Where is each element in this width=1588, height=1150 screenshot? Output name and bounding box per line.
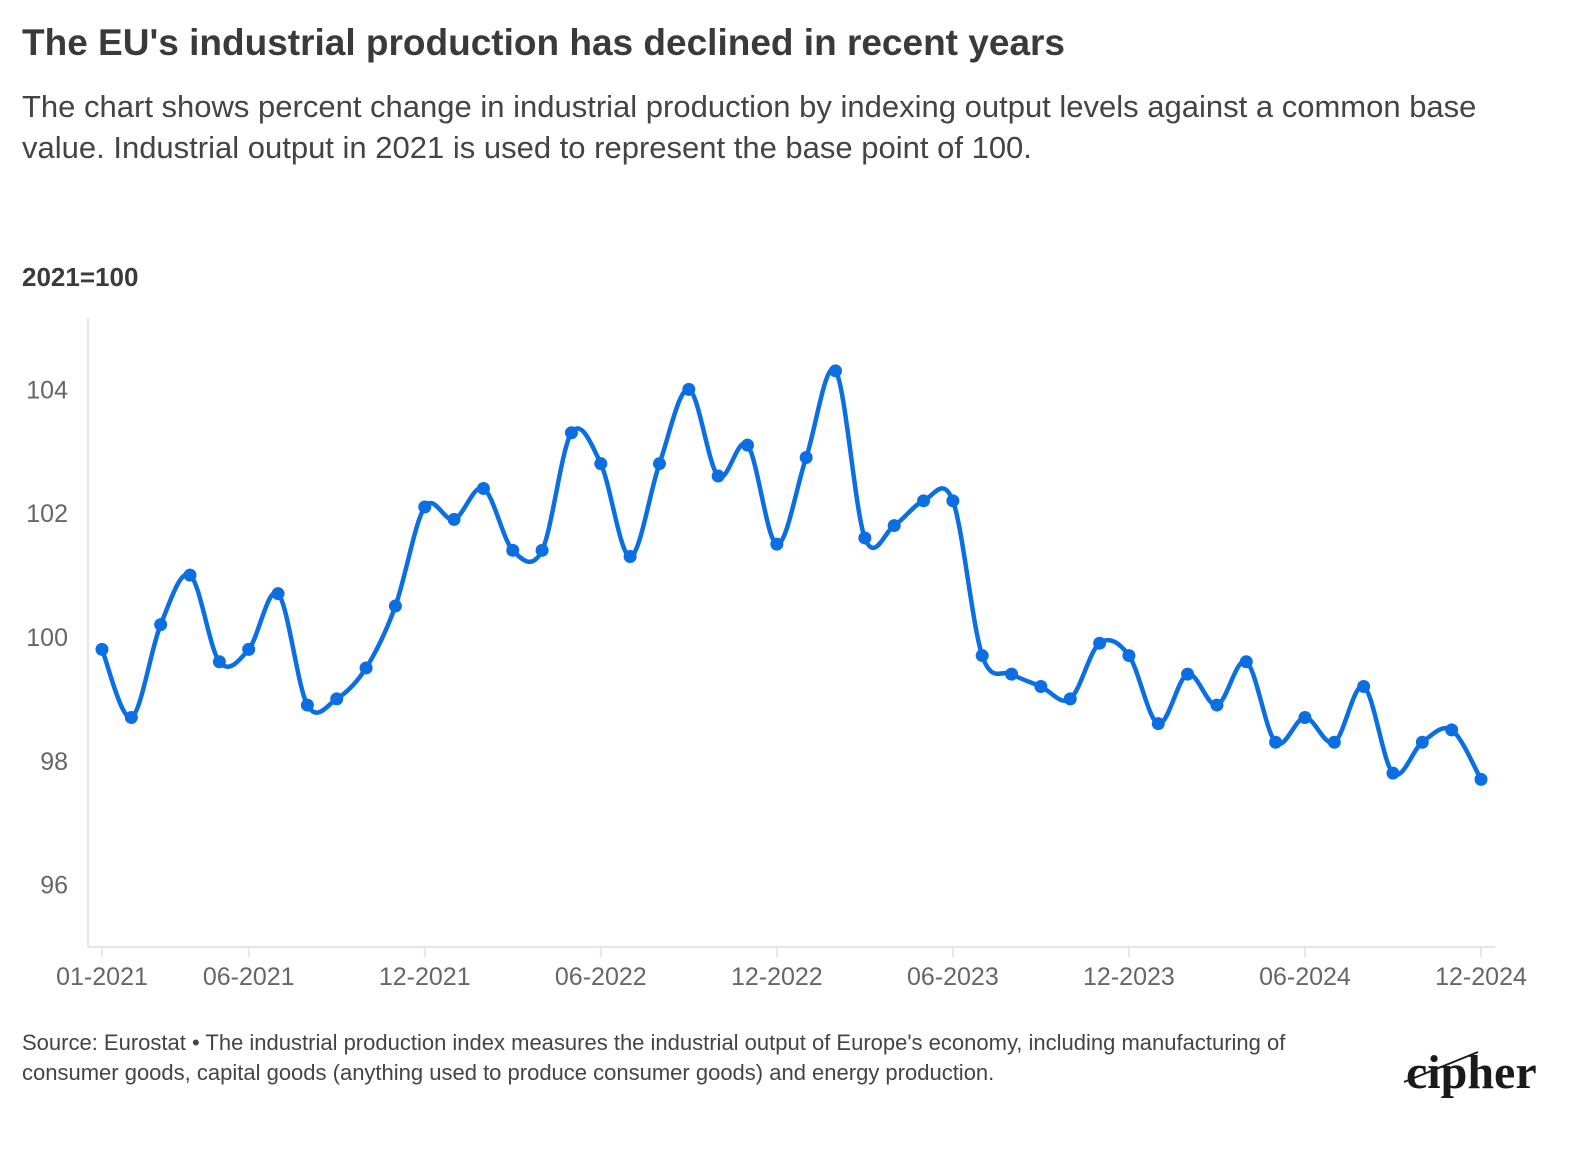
data-point [242, 642, 256, 656]
data-point [506, 543, 520, 557]
data-point [271, 587, 285, 601]
data-point [95, 642, 109, 656]
data-point [1210, 698, 1224, 712]
data-point [1445, 723, 1459, 737]
data-point [711, 469, 725, 483]
x-tick-label: 12-2023 [1083, 963, 1175, 991]
y-axis-unit-label: 2021=100 [22, 262, 139, 292]
y-tick-label: 100 [26, 624, 68, 652]
chart-subtitle: The chart shows percent change in indust… [22, 89, 1477, 165]
series-line [99, 366, 1483, 781]
data-point [124, 710, 138, 724]
data-point [1122, 649, 1136, 663]
data-point [1357, 680, 1371, 694]
data-point [447, 512, 461, 526]
data-point [652, 457, 666, 471]
data-point [1034, 680, 1048, 694]
cipher-logo: cipher [1403, 1046, 1537, 1099]
data-point [1474, 772, 1488, 786]
x-tick-label: 12-2021 [379, 963, 471, 991]
data-point [564, 426, 578, 440]
data-point [1269, 735, 1283, 749]
data-point [183, 568, 197, 582]
data-point [887, 519, 901, 533]
y-tick-label: 96 [40, 872, 68, 900]
line-chart: 96 98 100 102 104 01-2021 06-2021 12-2021 06-202… [26, 318, 1527, 991]
data-point [535, 543, 549, 557]
x-tick-label: 06-2023 [907, 963, 999, 991]
data-point [154, 618, 168, 632]
data-point [946, 494, 960, 508]
data-point [594, 457, 608, 471]
data-point [330, 692, 344, 706]
data-point [1386, 766, 1400, 780]
data-point [418, 500, 432, 514]
x-tick-label: 12-2024 [1435, 963, 1527, 991]
data-point [300, 698, 314, 712]
x-tick-label: 06-2024 [1259, 963, 1351, 991]
data-point [799, 450, 813, 464]
data-point [1093, 636, 1107, 650]
data-point [740, 438, 754, 452]
y-tick-label: 104 [26, 376, 68, 404]
data-point [212, 655, 226, 669]
data-point [623, 550, 637, 564]
data-point [1005, 667, 1019, 681]
data-point [917, 494, 931, 508]
data-point [858, 531, 872, 545]
data-point [975, 649, 989, 663]
data-point [476, 481, 490, 495]
data-point [359, 661, 373, 675]
x-tick-label: 12-2022 [731, 963, 823, 991]
data-point [1298, 710, 1312, 724]
x-tick-label: 06-2021 [203, 963, 295, 991]
data-point [1415, 735, 1429, 749]
data-point [1063, 692, 1077, 706]
x-tick-label: 06-2022 [555, 963, 647, 991]
data-point [1239, 655, 1253, 669]
chart-title: The EU's industrial production has decli… [22, 22, 1065, 63]
data-point [1181, 667, 1195, 681]
data-point [829, 364, 843, 378]
y-tick-label: 102 [26, 500, 68, 528]
data-point [388, 599, 402, 613]
source-footnote: Source: Eurostat • The industrial produc… [22, 1030, 1286, 1085]
y-tick-label: 98 [40, 748, 68, 776]
data-point [1327, 735, 1341, 749]
x-tick-label: 01-2021 [56, 963, 148, 991]
data-point [682, 382, 696, 396]
data-point [1151, 717, 1165, 731]
data-point [770, 537, 784, 551]
